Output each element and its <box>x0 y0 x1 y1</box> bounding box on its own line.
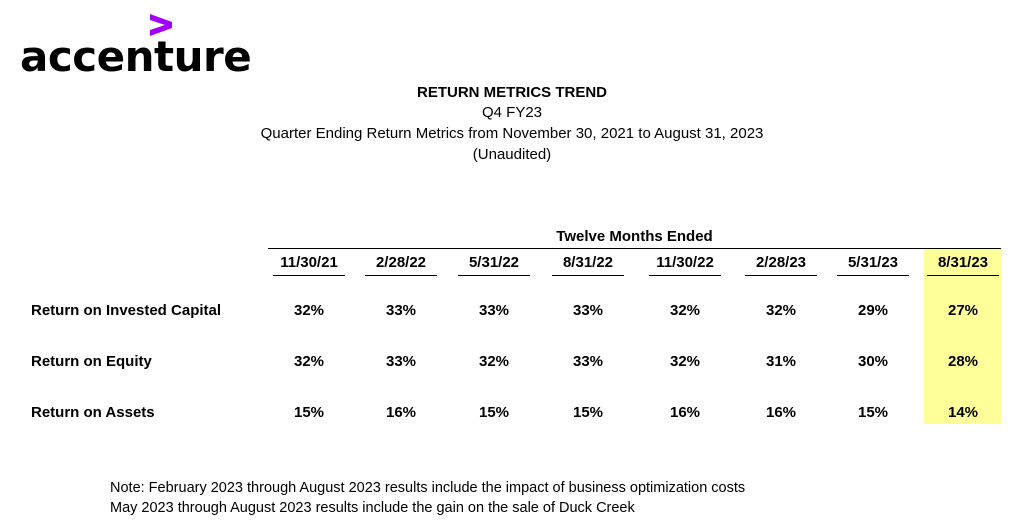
table-cell: 32% <box>765 302 797 319</box>
table-cell: 16% <box>765 404 797 421</box>
column-header: 11/30/22 <box>649 254 721 276</box>
column-underline <box>365 275 437 276</box>
table-cell: 33% <box>572 353 604 370</box>
column-header-label: 5/31/22 <box>468 254 520 271</box>
table-cell: 29% <box>857 302 889 319</box>
column-header: 11/30/21 <box>273 254 345 276</box>
row-label: Return on Equity <box>31 353 152 370</box>
table-cell: 15% <box>293 404 325 421</box>
column-underline <box>745 275 817 276</box>
table-cell: 33% <box>572 302 604 319</box>
column-underline <box>273 275 345 276</box>
table-cell: 15% <box>572 404 604 421</box>
report-description: Quarter Ending Return Metrics from Novem… <box>260 125 764 142</box>
column-header: 5/31/22 <box>458 254 530 276</box>
column-header: 2/28/22 <box>365 254 437 276</box>
latest-column-highlight <box>924 248 1001 424</box>
table-cell: 32% <box>669 302 701 319</box>
column-header: 5/31/23 <box>837 254 909 276</box>
table-cell: 16% <box>385 404 417 421</box>
report-title: RETURN METRICS TREND <box>417 84 607 101</box>
column-header-label: 2/28/23 <box>755 254 807 271</box>
column-header: 8/31/22 <box>552 254 624 276</box>
column-underline <box>649 275 721 276</box>
table-cell: 32% <box>669 353 701 370</box>
table-cell: 14% <box>947 404 979 421</box>
column-header: 2/28/23 <box>745 254 817 276</box>
column-header-label: 8/31/22 <box>562 254 614 271</box>
row-label: Return on Invested Capital <box>31 302 222 319</box>
row-label: Return on Assets <box>31 404 155 421</box>
footnote: Note: February 2023 through August 2023 … <box>110 480 746 496</box>
report-subtitle: Q4 FY23 <box>481 104 543 121</box>
table-cell: 16% <box>669 404 701 421</box>
column-group-header: Twelve Months Ended <box>268 228 1001 249</box>
table-cell: 33% <box>385 353 417 370</box>
column-header-label: 5/31/23 <box>847 254 899 271</box>
footnote: May 2023 through August 2023 results inc… <box>110 500 635 516</box>
table-cell: 27% <box>947 302 979 319</box>
table-cell: 28% <box>947 353 979 370</box>
column-header-label: 2/28/22 <box>375 254 427 271</box>
table-cell: 31% <box>765 353 797 370</box>
table-cell: 15% <box>478 404 510 421</box>
column-header-label: 11/30/22 <box>656 254 714 271</box>
table-cell: 33% <box>478 302 510 319</box>
column-underline <box>837 275 909 276</box>
table-cell: 15% <box>857 404 889 421</box>
logo-wordmark: accenture <box>20 32 252 81</box>
column-underline <box>927 275 999 276</box>
column-underline <box>458 275 530 276</box>
table-cell: 33% <box>385 302 417 319</box>
table-cell: 32% <box>478 353 510 370</box>
unaudited-label: (Unaudited) <box>472 146 552 163</box>
table-cell: 30% <box>857 353 889 370</box>
table-cell: 32% <box>293 302 325 319</box>
column-header-label: 8/31/23 <box>937 254 989 271</box>
accenture-logo: accenture <box>20 14 252 81</box>
table-cell: 32% <box>293 353 325 370</box>
column-underline <box>552 275 624 276</box>
chevron-logo-icon <box>150 14 172 36</box>
column-header: 8/31/23 <box>927 254 999 276</box>
column-header-label: 11/30/21 <box>280 254 338 271</box>
